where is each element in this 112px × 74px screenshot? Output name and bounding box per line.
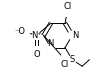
Text: N: N — [72, 31, 78, 40]
Text: ⁻O: ⁻O — [14, 27, 25, 36]
Text: O: O — [33, 50, 39, 59]
Text: Cl: Cl — [62, 2, 71, 11]
Text: N: N — [47, 39, 54, 48]
Text: S: S — [69, 55, 74, 64]
Text: N⁺: N⁺ — [31, 31, 42, 40]
Text: Cl: Cl — [60, 60, 69, 69]
